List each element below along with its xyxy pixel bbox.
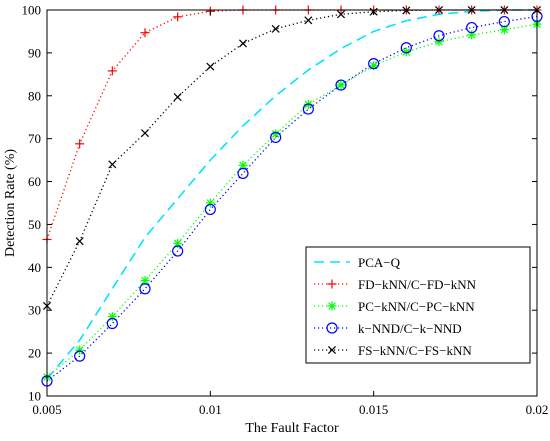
y-tick-label: 90 [28,45,41,60]
legend-label: FS−kNN/C−FS−kNN [358,343,472,358]
data-point-circle-marker [400,42,412,54]
data-point-circle-marker [106,317,118,330]
series-line [46,15,538,382]
series-line [46,9,537,380]
data-point-x-marker [75,237,84,246]
x-axis-label: The Fault Factor [245,421,339,436]
data-point-plus-marker [75,139,85,149]
legend-item: FD−kNN/C−FD−kNN [314,277,477,292]
legend-item: PC−kNN/C−PC−kNN [314,299,475,314]
data-point-x-marker [140,129,150,138]
y-tick-label: 80 [28,88,41,103]
series-line [46,23,538,378]
plot-series-lines [46,9,538,382]
data-point-circle-marker [498,15,510,28]
data-point-circle-marker [433,30,445,42]
data-point-asterisk-marker [336,80,346,90]
y-tick-label: 100 [22,3,42,18]
legend-item: PCA−Q [314,255,401,270]
data-point-x-marker [108,160,117,169]
x-tick-label: 0.005 [32,402,61,417]
data-point-x-marker [336,10,346,19]
data-point-x-marker [304,16,313,25]
y-axis-label: Detection Rate (%) [3,149,18,257]
axis-ticks [46,9,538,397]
data-point-plus-marker [140,28,150,38]
data-point-plus-marker [107,66,117,76]
x-tick-label: 0.015 [359,402,388,417]
data-point-circle-marker [172,245,184,257]
y-tick-label: 20 [28,346,41,361]
data-point-circle-marker [326,322,338,334]
y-tick-label: 30 [28,303,41,318]
y-tick-label: 70 [28,131,41,146]
y-tick-label: 10 [28,389,41,404]
data-point-circle-marker [335,79,347,91]
legend-label: PC−kNN/C−PC−kNN [358,299,475,314]
data-point-asterisk-marker [75,345,85,355]
data-point-circle-marker [204,203,216,216]
x-tick-label: 0.02 [526,402,549,417]
legend-label: k−NND/C−k−NND [358,321,462,336]
data-point-x-marker [271,24,280,33]
data-point-x-marker [238,39,248,48]
data-point-x-marker [173,93,182,102]
legend-item: k−NND/C−k−NND [314,321,462,336]
data-point-x-marker [327,345,337,355]
plot-area-frame [46,9,538,397]
data-point-circle-marker [74,350,86,362]
data-point-plus-marker [327,279,337,289]
legend: PCA−Q FD−kNN/C−FD−kNN PC−kNN/C−PC−kNN k−NND… [305,246,531,364]
data-point-plus-marker [173,12,183,22]
y-tick-label: 40 [28,260,41,275]
legend-item: FS−kNN/C−FS−kNN [314,343,472,358]
legend-label: FD−kNN/C−FD−kNN [358,277,477,292]
data-point-circle-marker [302,103,314,115]
legend-label: PCA−Q [358,255,401,270]
legend-box [305,246,531,364]
x-tick-label: 0.01 [199,402,222,417]
data-point-circle-marker [139,283,151,295]
y-tick-label: 60 [28,174,41,189]
data-point-asterisk-marker [327,301,337,311]
data-point-circle-marker [466,21,478,34]
data-point-x-marker [206,62,215,71]
y-tick-label: 50 [28,217,41,232]
y-axis-tick-labels: 10 20 30 40 50 60 70 80 90 100 [22,3,42,404]
x-axis-tick-labels: 0.005 0.01 0.015 0.02 [32,402,548,417]
data-point-circle-marker [270,131,282,143]
data-point-asterisk-marker [434,37,444,47]
data-point-circle-marker [237,167,249,180]
legend-items: PCA−Q FD−kNN/C−FD−kNN PC−kNN/C−PC−kNN k−NND… [314,255,477,358]
data-point-circle-marker [368,58,380,70]
